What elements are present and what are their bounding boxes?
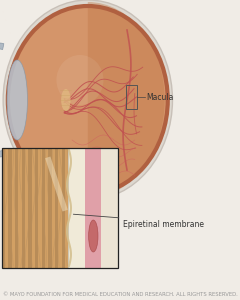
Bar: [52, 148, 55, 268]
Bar: [45, 148, 48, 268]
Bar: [5, 148, 8, 268]
Bar: [101, 148, 118, 268]
Bar: [55, 148, 58, 268]
Bar: [31, 148, 35, 268]
Text: Epiretinal membrane: Epiretinal membrane: [123, 220, 204, 229]
Bar: [65, 148, 68, 268]
Bar: [2, 148, 118, 268]
Ellipse shape: [8, 6, 168, 194]
Ellipse shape: [56, 55, 103, 105]
Text: © MAYO FOUNDATION FOR MEDICAL EDUCATION AND RESEARCH. ALL RIGHTS RESERVED.: © MAYO FOUNDATION FOR MEDICAL EDUCATION …: [3, 292, 238, 297]
Bar: [48, 148, 52, 268]
Bar: [42, 148, 45, 268]
Bar: [2, 148, 5, 268]
Bar: [38, 148, 42, 268]
Ellipse shape: [61, 89, 71, 111]
Bar: [18, 148, 22, 268]
Bar: [58, 148, 61, 268]
Ellipse shape: [89, 220, 98, 252]
Bar: [25, 148, 28, 268]
Wedge shape: [88, 2, 165, 198]
Bar: [126, 85, 137, 109]
Polygon shape: [0, 43, 4, 157]
Bar: [28, 148, 31, 268]
Bar: [15, 148, 18, 268]
Bar: [22, 148, 25, 268]
Ellipse shape: [7, 60, 27, 140]
Bar: [61, 148, 65, 268]
Ellipse shape: [3, 0, 173, 200]
Bar: [35, 148, 38, 268]
Bar: [12, 148, 15, 268]
Bar: [85, 148, 101, 268]
Bar: [68, 148, 85, 268]
Text: Macula: Macula: [146, 92, 173, 101]
Bar: [2, 148, 118, 268]
Bar: [8, 148, 12, 268]
